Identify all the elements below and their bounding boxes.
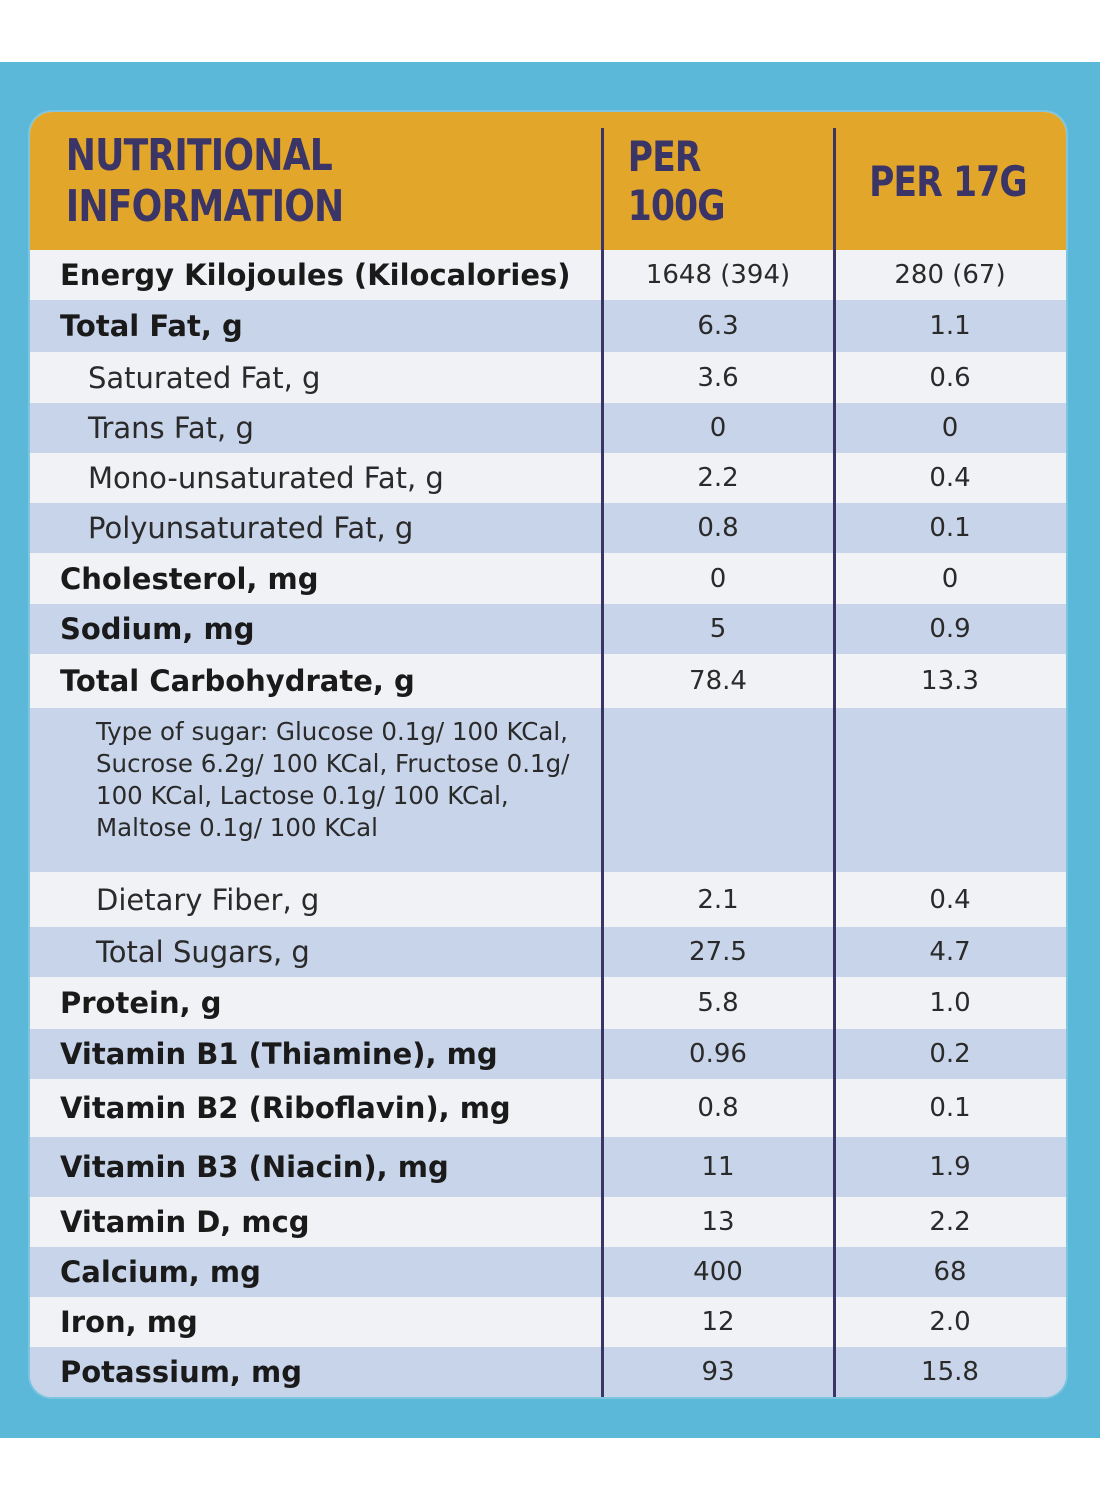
value-per-100g: 0.8 [697,513,739,543]
table-header: NUTRITIONAL INFORMATION PER 100G PER 17G [30,112,1066,250]
value-per-100g: 400 [693,1257,743,1287]
value-per-100g: 93 [701,1357,735,1387]
value-per-17g: 0.1 [929,513,971,543]
nutrient-name: Dietary Fiber, g [96,882,320,917]
value-per-17g: 2.2 [929,1207,971,1237]
row-trans-fat: Trans Fat, g 0 0 [30,403,1066,453]
row-saturated-fat: Saturated Fat, g 3.6 0.6 [30,352,1066,403]
header-per-100g: PER 100G [627,132,726,230]
value-per-100g: 11 [701,1152,735,1182]
value-per-100g: 6.3 [697,311,739,341]
value-per-100g: 27.5 [689,937,747,967]
value-per-17g: 0 [941,413,959,443]
nutrient-name: Energy Kilojoules (Kilocalories) [60,258,571,292]
nutrient-name: Sodium, mg [60,612,255,646]
value-per-17g: 0 [941,563,959,594]
row-calcium: Calcium, mg 400 68 [30,1247,1066,1297]
column-divider-1 [601,128,604,1397]
nutrient-name: Vitamin B1 (Thiamine), mg [60,1037,498,1071]
header-per-17g: PER 17G [869,156,1028,206]
value-per-17g: 1.1 [929,311,971,341]
value-per-100g: 5 [709,614,727,644]
row-mono-fat: Mono-unsaturated Fat, g 2.2 0.4 [30,453,1066,503]
nutrient-name: Iron, mg [60,1305,198,1339]
nutrient-name: Potassium, mg [60,1355,303,1389]
value-per-100g: 2.1 [697,884,739,915]
nutrient-name: Vitamin B3 (Niacin), mg [60,1150,449,1184]
value-per-17g: 1.0 [929,988,971,1018]
value-per-17g: 68 [933,1257,967,1287]
row-potassium: Potassium, mg 93 15.8 [30,1347,1066,1397]
row-vitamin-b3: Vitamin B3 (Niacin), mg 11 1.9 [30,1137,1066,1197]
value-per-17g: 4.7 [929,937,971,967]
nutrition-panel: NUTRITIONAL INFORMATION PER 100G PER 17G… [30,112,1066,1397]
value-per-17g: 0.2 [929,1039,971,1069]
row-dietary-fiber: Dietary Fiber, g 2.1 0.4 [30,872,1066,927]
row-type-of-sugar: Type of sugar: Glucose 0.1g/ 100 KCal, S… [30,708,1066,872]
nutrient-name: Total Sugars, g [96,935,310,969]
row-total-sugars: Total Sugars, g 27.5 4.7 [30,927,1066,977]
row-energy: Energy Kilojoules (Kilocalories) 1648 (3… [30,250,1066,300]
value-per-100g: 0 [709,413,727,443]
value-per-100g: 12 [701,1307,735,1337]
value-per-100g: 1648 (394) [645,260,791,290]
nutrient-name: Cholesterol, mg [60,561,319,596]
row-cholesterol: Cholesterol, mg 0 0 [30,553,1066,604]
value-per-17g: 0.6 [929,362,971,393]
nutrient-name: Calcium, mg [60,1255,261,1289]
value-per-17g: 0.9 [929,614,971,644]
value-per-100g [602,708,834,872]
row-total-fat: Total Fat, g 6.3 1.1 [30,300,1066,352]
value-per-17g: 280 (67) [894,260,1006,290]
row-protein: Protein, g 5.8 1.0 [30,977,1066,1029]
sugar-types-note: Type of sugar: Glucose 0.1g/ 100 KCal, S… [96,717,570,842]
value-per-100g: 2.2 [697,463,739,493]
value-per-17g [834,708,1066,872]
value-per-17g: 1.9 [929,1152,971,1182]
nutrient-name: Saturated Fat, g [88,360,321,395]
value-per-100g: 0.8 [697,1093,739,1123]
value-per-17g: 0.4 [929,884,971,915]
value-per-17g: 0.1 [929,1093,971,1123]
nutrient-name: Polyunsaturated Fat, g [88,511,414,545]
value-per-17g: 0.4 [929,463,971,493]
row-poly-fat: Polyunsaturated Fat, g 0.8 0.1 [30,503,1066,553]
value-per-100g: 78.4 [689,666,747,696]
column-divider-2 [833,128,836,1397]
nutrient-name: Protein, g [60,986,222,1020]
value-per-17g: 2.0 [929,1307,971,1337]
row-vitamin-d: Vitamin D, mcg 13 2.2 [30,1197,1066,1247]
row-vitamin-b1: Vitamin B1 (Thiamine), mg 0.96 0.2 [30,1029,1066,1079]
header-title: NUTRITIONAL INFORMATION [65,130,344,232]
row-iron: Iron, mg 12 2.0 [30,1297,1066,1347]
nutrient-name: Total Carbohydrate, g [60,664,415,698]
value-per-100g: 0.96 [689,1039,747,1069]
value-per-17g: 13.3 [921,666,979,696]
nutrient-name: Total Fat, g [60,309,243,343]
row-total-carbohydrate: Total Carbohydrate, g 78.4 13.3 [30,654,1066,708]
nutrient-name: Vitamin B2 (Riboflavin), mg [60,1091,511,1125]
value-per-100g: 13 [701,1207,735,1237]
value-per-100g: 5.8 [697,988,739,1018]
value-per-100g: 3.6 [697,362,739,393]
value-per-100g: 0 [709,563,727,594]
row-sodium: Sodium, mg 5 0.9 [30,604,1066,654]
row-vitamin-b2: Vitamin B2 (Riboflavin), mg 0.8 0.1 [30,1079,1066,1137]
nutrient-name: Mono-unsaturated Fat, g [88,461,444,495]
nutrient-name: Vitamin D, mcg [60,1205,310,1239]
value-per-17g: 15.8 [921,1357,979,1387]
nutrient-name: Trans Fat, g [88,411,254,445]
